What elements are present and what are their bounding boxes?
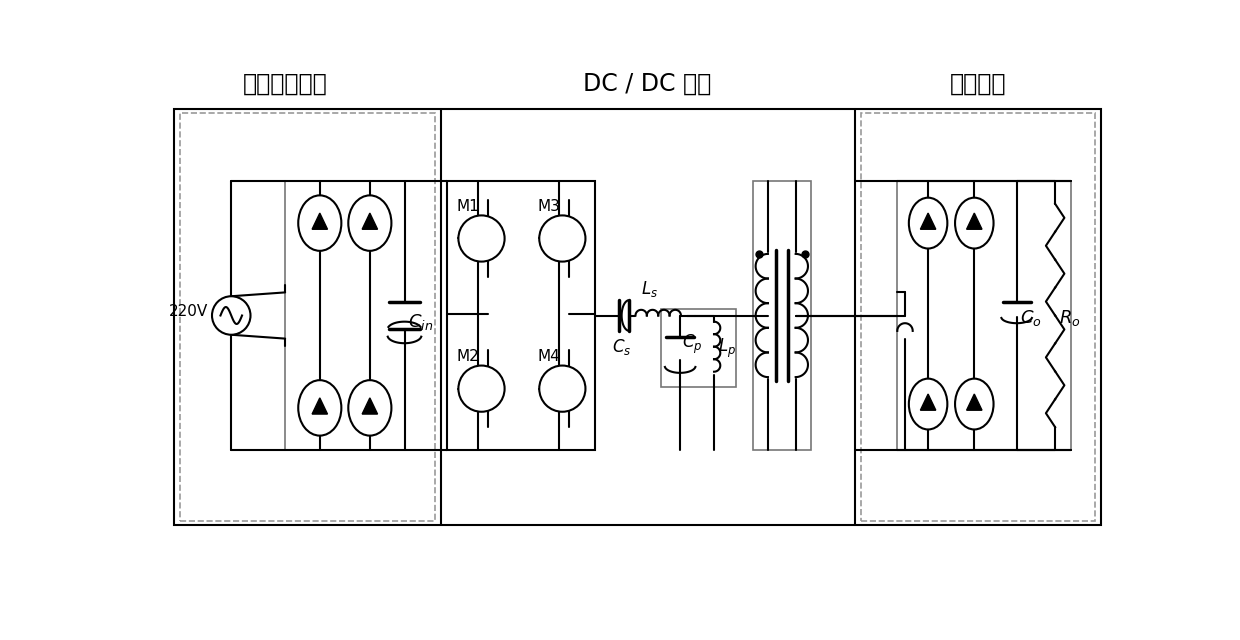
Text: M3: M3	[538, 199, 560, 214]
Circle shape	[459, 365, 505, 412]
Ellipse shape	[348, 195, 392, 251]
Ellipse shape	[348, 380, 392, 436]
Bar	[753, 180, 811, 451]
Text: DC / DC 变换: DC / DC 变换	[583, 72, 712, 96]
Polygon shape	[967, 394, 982, 410]
Ellipse shape	[299, 380, 341, 436]
Polygon shape	[362, 213, 377, 229]
Ellipse shape	[299, 195, 341, 251]
Bar	[661, 309, 735, 387]
Text: 220V: 220V	[169, 304, 208, 319]
Text: $C_{in}$: $C_{in}$	[408, 312, 434, 332]
Text: $C_p$: $C_p$	[682, 333, 703, 356]
Text: $L_s$: $L_s$	[641, 278, 657, 298]
Circle shape	[212, 296, 250, 335]
Text: $L_p$: $L_p$	[718, 337, 737, 360]
Text: M2: M2	[456, 349, 480, 364]
Ellipse shape	[955, 379, 993, 429]
Bar	[446, 180, 595, 451]
Polygon shape	[920, 213, 936, 229]
Polygon shape	[312, 398, 327, 414]
Bar	[180, 113, 435, 521]
Ellipse shape	[955, 198, 993, 248]
Text: $C_s$: $C_s$	[611, 337, 631, 357]
Circle shape	[539, 365, 585, 412]
Circle shape	[459, 216, 505, 262]
Ellipse shape	[909, 379, 947, 429]
Text: 市电初级整流: 市电初级整流	[243, 72, 327, 96]
Bar	[861, 113, 1095, 521]
Text: M4: M4	[538, 349, 560, 364]
Text: $C_o$: $C_o$	[1021, 308, 1042, 328]
Text: 输出整流: 输出整流	[950, 72, 1007, 96]
Bar	[285, 180, 441, 451]
Text: $R_o$: $R_o$	[1059, 308, 1080, 328]
Polygon shape	[967, 213, 982, 229]
Circle shape	[539, 216, 585, 262]
Polygon shape	[920, 394, 936, 410]
Text: M1: M1	[456, 199, 480, 214]
Bar	[174, 109, 1101, 525]
Bar	[898, 180, 1070, 451]
Ellipse shape	[909, 198, 947, 248]
Polygon shape	[312, 213, 327, 229]
Polygon shape	[362, 398, 377, 414]
